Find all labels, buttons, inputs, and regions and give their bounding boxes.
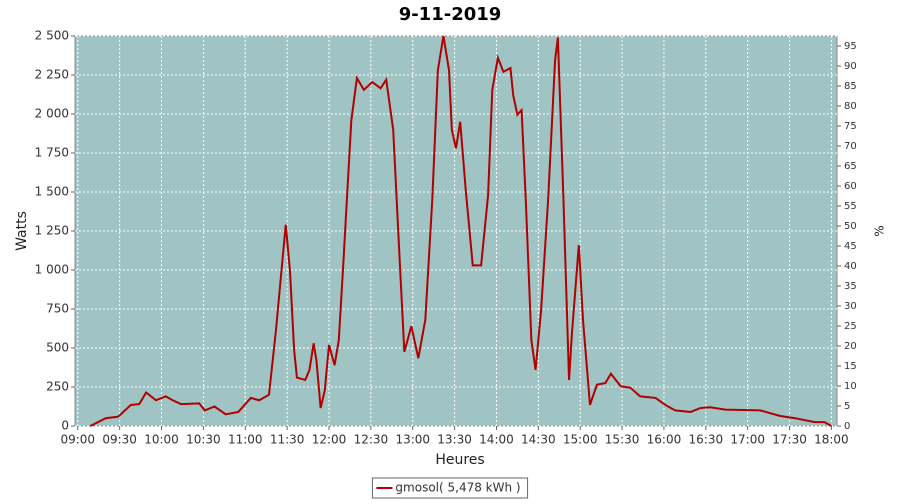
x-tick-label: 17:30 <box>772 433 807 447</box>
y2-tick-label: 65 <box>844 161 857 172</box>
y2-tick-label: 70 <box>844 141 857 152</box>
y2-tick-label: 40 <box>844 261 857 272</box>
y2-tick-label: 85 <box>844 81 857 92</box>
data-line <box>89 35 832 427</box>
y2-tick-label: 95 <box>844 41 857 52</box>
y2-tick-label: 60 <box>844 181 857 192</box>
x-tick-label: 10:30 <box>186 433 221 447</box>
y2-tick-label: 15 <box>844 361 857 372</box>
legend-label: gmosol( 5,478 kWh ) <box>395 481 520 495</box>
y2-tick-label: 90 <box>844 61 857 72</box>
y2-tick-label: 5 <box>844 401 850 412</box>
x-tick-label: 13:30 <box>437 433 472 447</box>
x-tick-label: 15:00 <box>563 433 598 447</box>
y-tick-label: 0 <box>61 419 69 433</box>
x-tick-label: 17:00 <box>730 433 765 447</box>
x-tick-label: 14:00 <box>479 433 514 447</box>
y2-tick-label: 80 <box>844 101 857 112</box>
y2-tick-label: 50 <box>844 221 857 232</box>
y2-tick-label: 75 <box>844 121 857 132</box>
y-tick-label: 250 <box>46 380 69 394</box>
x-tick-label: 16:00 <box>647 433 682 447</box>
x-tick-label: 11:00 <box>228 433 263 447</box>
y-tick-label: 1 000 <box>35 263 69 277</box>
x-tick-label: 09:30 <box>102 433 137 447</box>
y-tick-label: 2 500 <box>35 29 69 43</box>
y2-tick-label: 30 <box>844 301 857 312</box>
x-tick-label: 12:00 <box>312 433 347 447</box>
y2-tick-label: 0 <box>844 421 850 432</box>
x-tick-label: 15:30 <box>605 433 640 447</box>
x-tick-label: 14:30 <box>521 433 556 447</box>
chart-title: 9-11-2019 <box>399 4 502 25</box>
y2-tick-label: 35 <box>844 281 857 292</box>
y2-tick-label: 10 <box>844 381 857 392</box>
x-tick-label: 18:00 <box>814 433 849 447</box>
x-tick-label: 12:30 <box>354 433 389 447</box>
y-axis-label: Watts <box>14 211 30 251</box>
x-axis-label: Heures <box>435 452 484 468</box>
x-tick-label: 09:00 <box>60 433 95 447</box>
y2-tick-label: 25 <box>844 321 857 332</box>
x-tick-label: 13:00 <box>395 433 430 447</box>
y2-tick-label: 20 <box>844 341 857 352</box>
y2-tick-label: 55 <box>844 201 857 212</box>
y-tick-label: 2 250 <box>35 68 69 82</box>
x-tick-label: 16:30 <box>689 433 724 447</box>
y-tick-label: 1 250 <box>35 224 69 238</box>
legend-box <box>371 477 529 499</box>
y2-axis-label: % <box>873 225 887 236</box>
y-tick-label: 500 <box>46 341 69 355</box>
x-tick-label: 11:30 <box>270 433 305 447</box>
y-tick-label: 1 500 <box>35 185 69 199</box>
y2-tick-label: 45 <box>844 241 857 252</box>
y-tick-label: 750 <box>46 302 69 316</box>
y-tick-label: 1 750 <box>35 146 69 160</box>
x-tick-label: 10:00 <box>144 433 179 447</box>
y-tick-label: 2 000 <box>35 107 69 121</box>
